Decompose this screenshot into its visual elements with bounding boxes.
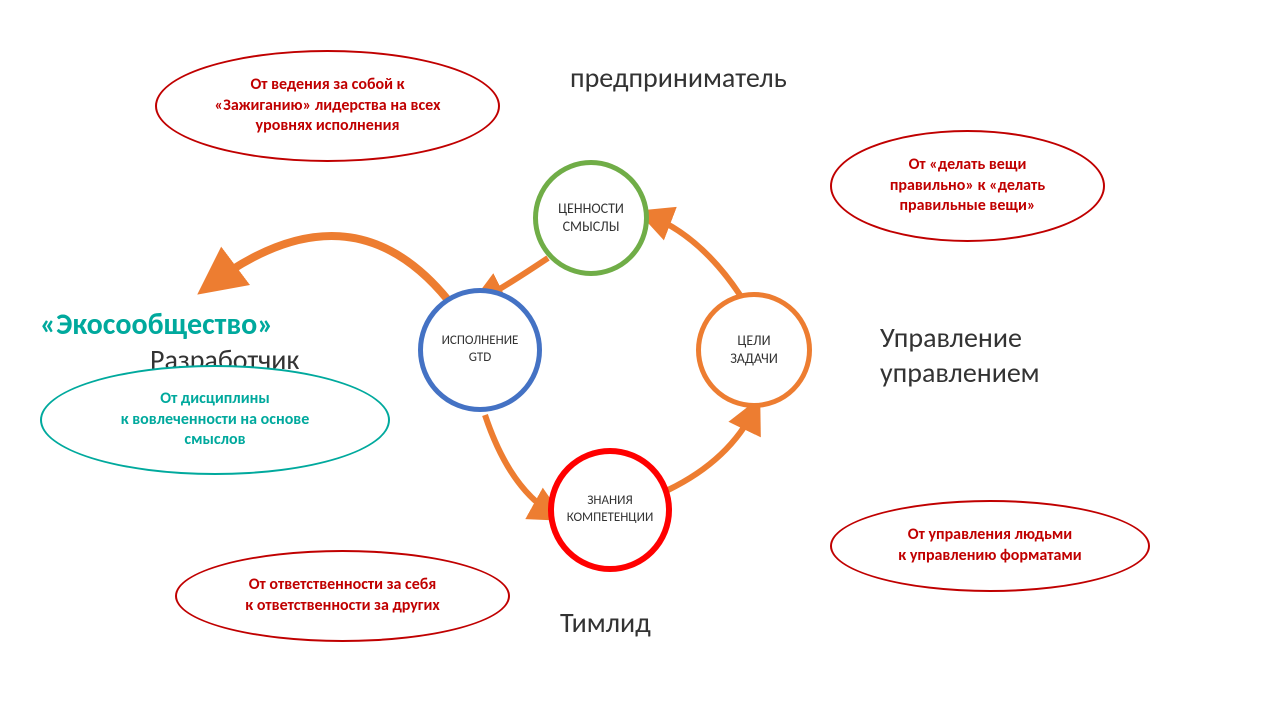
node-execution-label: ИСПОЛНЕНИЕ GTD [442, 333, 519, 367]
label-management: Управление управлением [880, 320, 1040, 390]
node-execution: ИСПОЛНЕНИЕ GTD [418, 288, 542, 412]
node-values: ЦЕННОСТИ СМЫСЛЫ [533, 160, 649, 276]
node-values-label: ЦЕННОСТИ СМЫСЛЫ [558, 200, 624, 236]
ellipse-discipline-text: От дисциплины к вовлеченности на основе … [121, 389, 310, 451]
cycle-arrow-goals-to-values [648, 215, 740, 295]
ellipse-discipline: От дисциплины к вовлеченности на основе … [40, 365, 390, 475]
label-entrepreneur: предприниматель [570, 60, 787, 95]
ellipse-responsibility: От ответственности за себя к ответственн… [175, 550, 510, 642]
node-knowledge-label: ЗНАНИЯ КОМПЕТЕНЦИИ [567, 493, 654, 527]
ellipse-leadership-text: От ведения за собой к «Зажиганию» лидерс… [215, 75, 441, 137]
outward-arrow [210, 236, 448, 300]
node-knowledge: ЗНАНИЯ КОМПЕТЕНЦИИ [548, 448, 672, 572]
node-goals: ЦЕЛИ ЗАДАЧИ [696, 292, 812, 408]
ellipse-responsibility-text: От ответственности за себя к ответственн… [245, 575, 439, 617]
label-management-line1: Управление [880, 320, 1022, 355]
ellipse-formats: От управления людьми к управлению формат… [830, 500, 1150, 592]
label-ecosociety: «Экосообщество» [40, 306, 273, 343]
ellipse-formats-text: От управления людьми к управлению формат… [898, 525, 1081, 567]
label-teamlead: Тимлид [560, 605, 651, 640]
ellipse-leadership: От ведения за собой к «Зажиганию» лидерс… [155, 50, 500, 162]
label-management-line2: управлением [880, 355, 1040, 390]
cycle-arrow-knowledge-to-goals [668, 408, 755, 490]
node-goals-label: ЦЕЛИ ЗАДАЧИ [730, 332, 778, 368]
ellipse-right-things: От «делать вещи правильно» к «делать пра… [830, 130, 1105, 242]
cycle-arrow-exec-to-knowledge [485, 415, 555, 515]
ellipse-right-things-text: От «делать вещи правильно» к «делать пра… [890, 155, 1045, 217]
